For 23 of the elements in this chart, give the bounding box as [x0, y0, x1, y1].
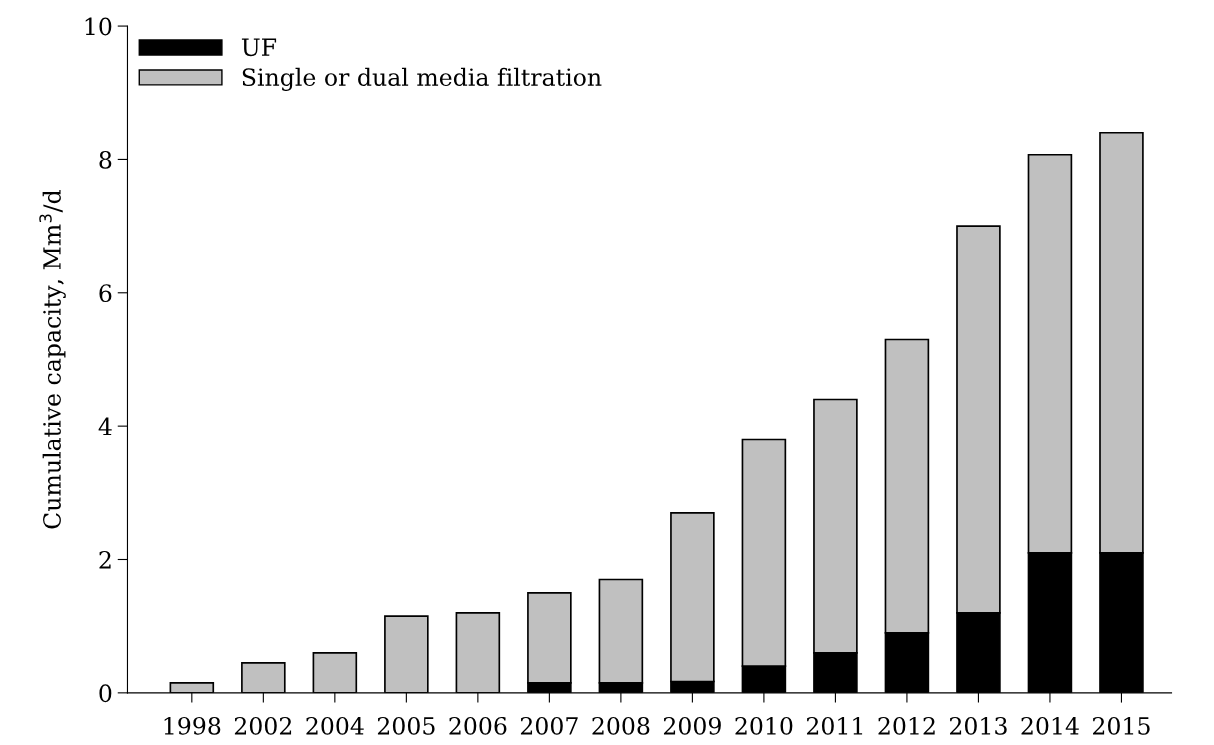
x-tick-label: 2011 [806, 716, 863, 735]
x-tick-label: 2006 [449, 716, 507, 735]
x-tick-label: 2010 [735, 716, 793, 735]
x-tick-label: 2004 [306, 716, 364, 735]
y-tick-label: 10 [85, 17, 112, 36]
legend-label: Single or dual media filtration [242, 67, 602, 91]
y-tick-label: 0 [99, 684, 112, 703]
y-tick-label: 2 [99, 550, 111, 569]
x-tick-label: 2005 [377, 716, 435, 735]
y-tick-label: 6 [99, 284, 112, 303]
y-axis-title: Cumulative capacity, Mm$^{3}$/d [39, 190, 66, 529]
x-tick-label: 2015 [1093, 716, 1150, 735]
x-tick-label: 2014 [1021, 716, 1079, 735]
legend-label: UF [241, 38, 277, 57]
y-tick-label: 4 [98, 417, 112, 436]
x-tick-label: 2002 [234, 716, 292, 735]
y-tick-label: 8 [99, 150, 112, 169]
x-tick-label: 2008 [592, 716, 650, 735]
x-tick-label: 2007 [520, 716, 578, 735]
x-tick-label: 2013 [949, 716, 1007, 735]
x-tick-label: 1998 [164, 716, 221, 735]
x-tick-label: 2009 [663, 716, 721, 735]
x-tick-label: 2012 [878, 716, 935, 735]
